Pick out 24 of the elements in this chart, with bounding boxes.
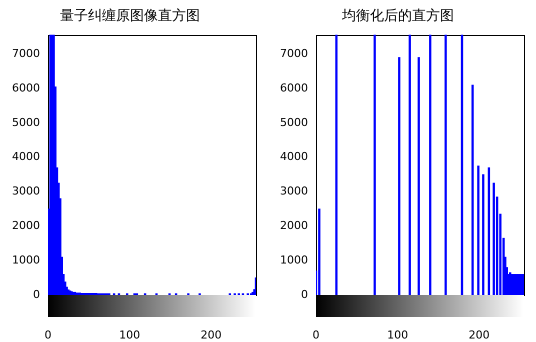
chart-title: 量子纠缠原图像直方图: [60, 8, 200, 24]
y-tick-label: 7000: [12, 46, 40, 60]
y-tick-label: 6000: [12, 81, 40, 94]
y-tick-label: 1000: [12, 253, 40, 266]
y-tick-label: 4000: [280, 150, 308, 164]
y-tick-label: 6000: [280, 81, 308, 94]
y-tick-label: 3000: [280, 184, 308, 198]
y-tick-label: 2000: [280, 219, 308, 232]
y-tick-label: 5000: [12, 116, 40, 129]
y-tick-label: 5000: [280, 116, 308, 129]
y-tick-label: 1000: [280, 253, 308, 266]
y-tick-label: 2000: [12, 219, 40, 232]
x-tick-label: 200: [468, 328, 490, 342]
x-tick-label: 0: [312, 328, 320, 342]
y-tick-label: 0: [33, 288, 40, 301]
y-tick-label: 0: [301, 288, 308, 301]
x-tick-label: 0: [44, 328, 52, 342]
y-tick-label: 4000: [12, 150, 40, 164]
x-tick-label: 100: [387, 328, 408, 342]
y-tick-label: 7000: [280, 46, 308, 60]
x-tick-label: 200: [200, 328, 222, 342]
y-tick-label: 3000: [12, 184, 40, 198]
chart-title: 均衡化后的直方图: [341, 8, 454, 24]
x-tick-label: 100: [119, 328, 140, 342]
